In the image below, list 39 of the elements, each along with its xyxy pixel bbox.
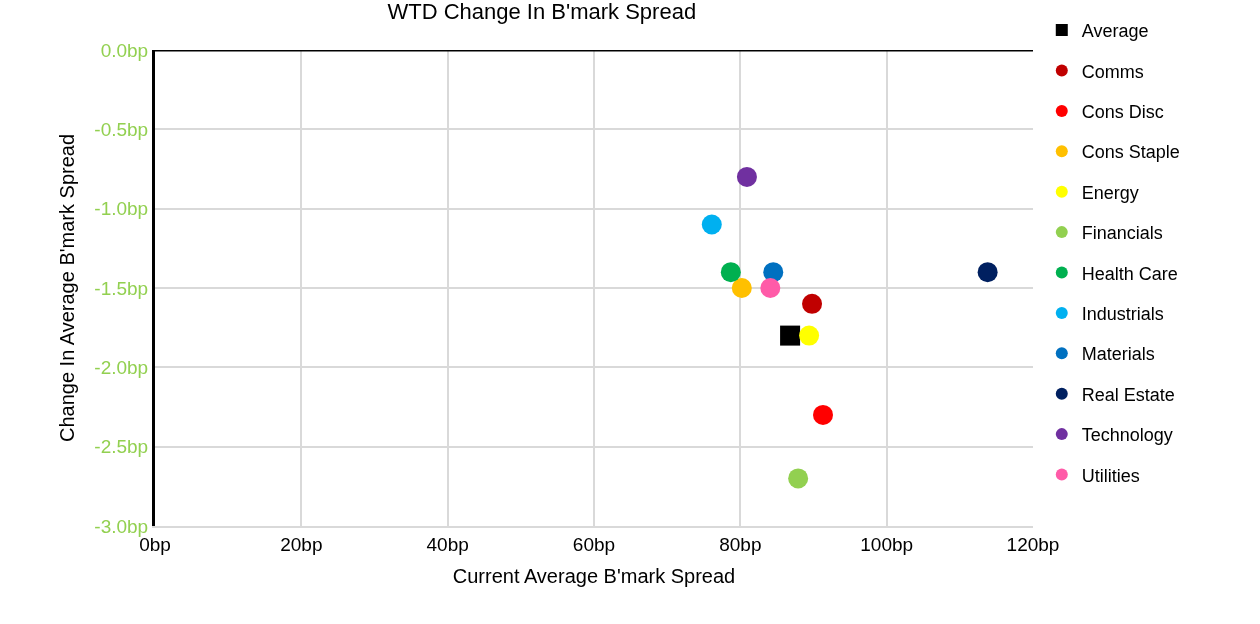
point: [701, 214, 722, 235]
y-tick-label: -2.0bp: [94, 356, 149, 378]
point: [788, 468, 809, 489]
legend-label: Materials: [1081, 344, 1155, 365]
x-tick-label: 40bp: [426, 533, 469, 555]
legend-label: Industrials: [1081, 303, 1164, 324]
legend-label: Cons Staple: [1081, 142, 1180, 163]
legend-label: Energy: [1081, 182, 1139, 203]
legend-label: Financials: [1081, 223, 1163, 244]
legend-label: Real Estate: [1081, 384, 1175, 405]
point: [780, 325, 801, 346]
y-tick-label: -3.0bp: [94, 515, 149, 537]
y-tick-label: -2.5bp: [94, 436, 149, 458]
x-tick-label: 120bp: [1006, 533, 1060, 555]
x-tick-label: 60bp: [572, 533, 616, 555]
legend-label: Technology: [1081, 425, 1173, 446]
legend-label: Health Care: [1081, 263, 1178, 284]
point: [802, 293, 823, 314]
legend-label: Cons Disc: [1081, 101, 1164, 122]
point: [736, 166, 757, 187]
x-tick-label: 100bp: [860, 533, 914, 555]
point: [760, 278, 781, 298]
legend-label: Utilities: [1081, 465, 1140, 486]
y-tick-label: -1.0bp: [94, 198, 149, 220]
x-axis-title: Current Average B'mark Spread: [452, 564, 736, 587]
chart-title: WTD Change In B'mark Spread: [387, 0, 697, 24]
x-tick-label: 20bp: [280, 533, 323, 555]
point: [720, 262, 741, 283]
y-tick-label: -0.5bp: [94, 118, 149, 140]
point: [813, 404, 834, 425]
y-tick-label: -1.5bp: [94, 277, 149, 299]
point: [977, 262, 998, 283]
point: [799, 325, 820, 346]
legend-label: Comms: [1081, 61, 1144, 82]
x-tick-label: 80bp: [719, 533, 762, 555]
point: [731, 278, 752, 298]
legend-label: Average: [1081, 21, 1149, 42]
y-tick-label: 0.0bp: [100, 39, 149, 61]
y-axis-title: Change In Average B'mark Spread: [55, 133, 78, 443]
